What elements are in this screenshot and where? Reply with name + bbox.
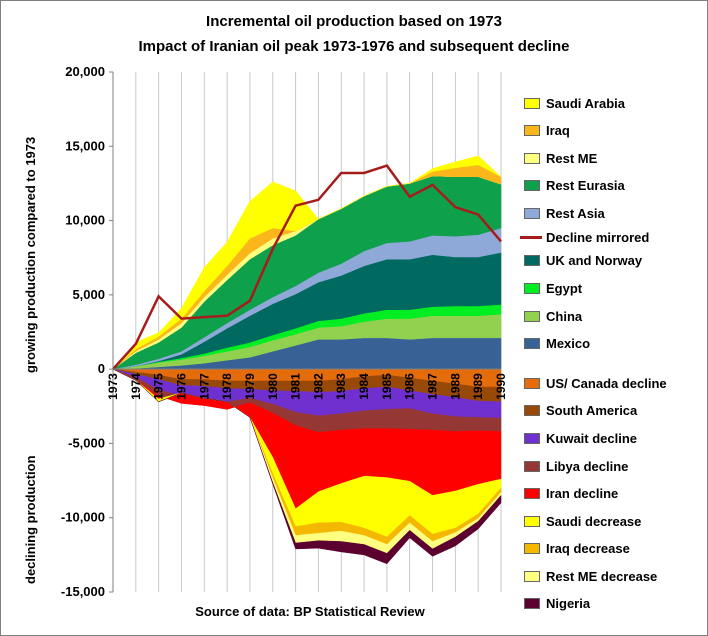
- legend-swatch: [524, 254, 540, 266]
- legend-label: China: [546, 308, 583, 324]
- legend-swatch: [524, 310, 540, 322]
- legend-swatch: [524, 124, 540, 136]
- legend-swatch: [524, 432, 540, 444]
- source-note: Source of data: BP Statistical Review: [195, 604, 425, 619]
- legend-label: Rest ME decrease: [546, 568, 658, 584]
- x-tick-label: 1982: [311, 373, 325, 400]
- legend-label: Libya decline: [546, 458, 629, 474]
- legend-swatch: [524, 377, 540, 389]
- legend-label: Nigeria: [546, 595, 591, 611]
- legend-item-iran-decline: Iran decline: [524, 484, 618, 502]
- legend-swatch: [524, 542, 540, 554]
- legend-swatch: [524, 337, 540, 349]
- legend-label: UK and Norway: [546, 252, 643, 268]
- y-tick-label: -15,000: [61, 584, 105, 599]
- area-nigeria: [112, 368, 502, 565]
- legend-item-us-canada-decline: US/ Canada decline: [524, 374, 667, 392]
- legend-swatch: [524, 404, 540, 416]
- x-tick-label: 1978: [220, 373, 234, 400]
- x-tick-label: 1981: [289, 373, 303, 400]
- legend-swatch: [524, 460, 540, 472]
- x-tick-label: 1985: [380, 373, 394, 400]
- legend-swatch: [524, 207, 540, 219]
- legend-item-egypt: Egypt: [524, 279, 582, 297]
- legend-swatch: [524, 515, 540, 527]
- legend-label: Iraq decrease: [546, 540, 630, 556]
- x-tick-label: 1987: [426, 373, 440, 400]
- x-tick-label: 1990: [494, 373, 508, 400]
- legend-label: Mexico: [546, 335, 591, 351]
- legend-item-rest-me: Rest ME: [524, 149, 597, 167]
- legend-item-uk-and-norway: UK and Norway: [524, 251, 642, 269]
- y-tick-label: -10,000: [61, 510, 105, 525]
- legend-item-rest-eurasia: Rest Eurasia: [524, 176, 625, 194]
- x-tick-label: 1973: [106, 373, 120, 400]
- y-axis-label-bottom: declining production: [23, 455, 38, 584]
- y-tick-label: 10,000: [65, 213, 105, 228]
- legend-swatch: [524, 487, 540, 499]
- x-tick-label: 1989: [471, 373, 485, 400]
- legend-line-marker: [520, 235, 542, 239]
- area-saudi-arabia: [112, 155, 502, 370]
- legend-label: Rest Eurasia: [546, 177, 625, 193]
- legend-label: South America: [546, 402, 638, 418]
- legend-item-south-america: South America: [524, 401, 637, 419]
- x-tick-label: 1974: [129, 373, 143, 400]
- legend-item-kuwait-decline: Kuwait decline: [524, 429, 637, 447]
- legend-swatch: [524, 570, 540, 582]
- x-tick-label: 1976: [174, 373, 188, 400]
- x-tick-label: 1979: [243, 373, 257, 400]
- legend-swatch: [524, 282, 540, 294]
- y-tick-label: -5,000: [68, 435, 105, 450]
- legend-label: Decline mirrored: [546, 229, 650, 245]
- legend-label: Rest Asia: [546, 205, 605, 221]
- y-tick-label: 0: [98, 361, 105, 376]
- y-tick-label: 15,000: [65, 138, 105, 153]
- legend-item-china: China: [524, 307, 582, 325]
- legend-label: Egypt: [546, 280, 583, 296]
- x-tick-label: 1977: [197, 373, 211, 400]
- legend-label: US/ Canada decline: [546, 375, 667, 391]
- x-tick-label: 1988: [448, 373, 462, 400]
- x-tick-label: 1983: [334, 373, 348, 400]
- legend-label: Iraq: [546, 122, 570, 138]
- legend-item-saudi-arabia: Saudi Arabia: [524, 94, 625, 112]
- legend-item-mexico: Mexico: [524, 334, 590, 352]
- legend-item-decline-mirrored: Decline mirrored: [520, 228, 650, 246]
- legend-swatch: [524, 152, 540, 164]
- y-tick-label: 20,000: [65, 64, 105, 79]
- legend-label: Saudi Arabia: [546, 95, 625, 111]
- legend-item-rest-asia: Rest Asia: [524, 204, 605, 222]
- chart-subtitle: Impact of Iranian oil peak 1973-1976 and…: [138, 38, 570, 55]
- legend-item-saudi-decrease: Saudi decrease: [524, 512, 641, 530]
- legend-item-libya-decline: Libya decline: [524, 457, 628, 475]
- legend-swatch: [524, 97, 540, 109]
- legend-label: Rest ME: [546, 150, 598, 166]
- x-tick-label: 1984: [357, 373, 371, 400]
- x-tick-label: 1986: [403, 373, 417, 400]
- legend-label: Iran decline: [546, 485, 619, 501]
- legend-swatch: [524, 597, 540, 609]
- y-tick-label: 5,000: [72, 287, 105, 302]
- legend-item-nigeria: Nigeria: [524, 594, 590, 612]
- x-tick-label: 1975: [152, 373, 166, 400]
- line-decline-mirrored: [112, 164, 502, 370]
- chart-title: Incremental oil production based on 1973: [206, 13, 502, 30]
- legend-item-rest-me-decrease: Rest ME decrease: [524, 567, 657, 585]
- legend-item-iraq: Iraq: [524, 121, 570, 139]
- legend-label: Kuwait decline: [546, 430, 638, 446]
- legend-label: Saudi decrease: [546, 513, 642, 529]
- legend-item-iraq-decrease: Iraq decrease: [524, 539, 630, 557]
- y-axis-label-top: growing production compared to 1973: [23, 136, 38, 373]
- x-tick-label: 1980: [266, 373, 280, 400]
- legend-swatch: [524, 179, 540, 191]
